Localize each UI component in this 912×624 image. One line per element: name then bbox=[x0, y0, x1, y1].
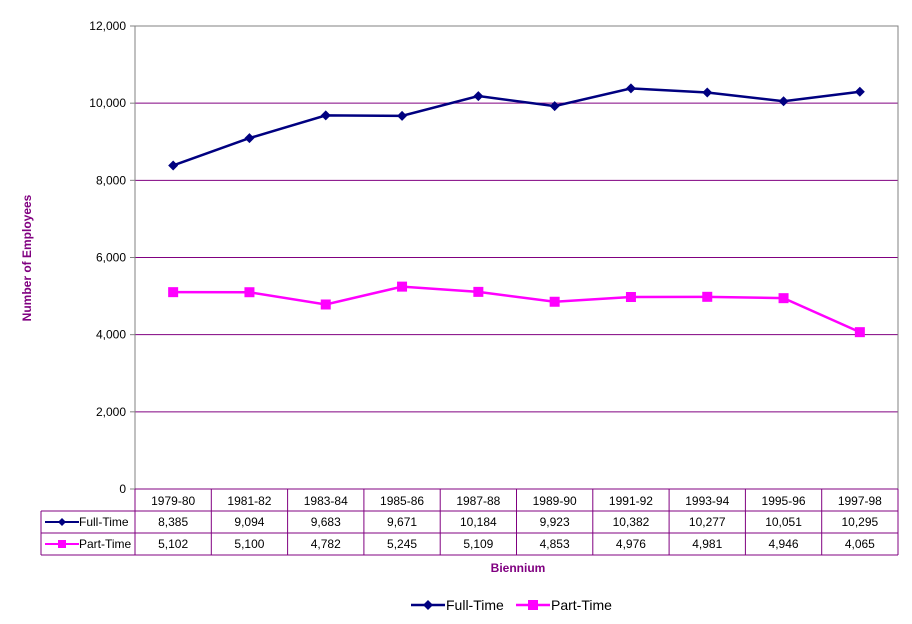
x-tick-label: 1993-94 bbox=[685, 494, 729, 508]
data-table-value: 5,102 bbox=[158, 537, 188, 551]
y-axis-title: Number of Employees bbox=[20, 194, 34, 321]
x-tick-label: 1983-84 bbox=[304, 494, 348, 508]
data-table-value: 8,385 bbox=[158, 515, 188, 529]
y-tick-label: 12,000 bbox=[89, 19, 126, 33]
full-time-point bbox=[244, 133, 255, 144]
legend-marker bbox=[528, 600, 538, 610]
y-tick-label: 6,000 bbox=[96, 251, 126, 265]
gridlines bbox=[130, 25, 898, 490]
data-table-value: 5,109 bbox=[463, 537, 493, 551]
row-header: Full-Time bbox=[79, 515, 129, 529]
y-tick-labels: 0 2,000 4,000 6,000 8,000 10,000 12,000 bbox=[89, 19, 126, 496]
y-tick-label: 0 bbox=[119, 482, 126, 496]
data-table-value: 9,671 bbox=[387, 515, 417, 529]
y-tick-label: 10,000 bbox=[89, 96, 126, 110]
y-tick-label: 4,000 bbox=[96, 328, 126, 342]
data-table-value: 4,065 bbox=[845, 537, 875, 551]
part-time-point bbox=[397, 281, 408, 292]
data-table-value: 10,184 bbox=[460, 515, 497, 529]
part-time-point bbox=[854, 327, 865, 338]
series-markers bbox=[168, 83, 865, 338]
data-table-value: 4,946 bbox=[769, 537, 799, 551]
x-tick-label: 1981-82 bbox=[227, 494, 271, 508]
data-table-value: 4,981 bbox=[692, 537, 722, 551]
y-tick-label: 8,000 bbox=[96, 173, 126, 187]
part-time-point bbox=[702, 291, 713, 302]
full-time-point bbox=[854, 86, 865, 97]
data-table: 1979-80 1981-82 1983-84 1985-86 1987-88 1989-… bbox=[40, 488, 899, 556]
x-tick-label: 1987-88 bbox=[456, 494, 500, 508]
part-time-point bbox=[244, 287, 255, 298]
full-time-point bbox=[549, 101, 560, 112]
part-time-point bbox=[473, 286, 484, 297]
data-table-value: 4,976 bbox=[616, 537, 646, 551]
data-table-value: 9,683 bbox=[311, 515, 341, 529]
part-time-point bbox=[168, 287, 179, 298]
series-lines bbox=[172, 87, 861, 334]
legend-label: Part-Time bbox=[551, 597, 612, 613]
legend-marker bbox=[423, 600, 433, 610]
full-time-point bbox=[320, 110, 331, 121]
data-table-value: 10,051 bbox=[765, 515, 802, 529]
data-table-value: 10,277 bbox=[689, 515, 726, 529]
series-line-part-time bbox=[173, 285, 861, 334]
part-time-point bbox=[320, 299, 331, 310]
x-tick-label: 1985-86 bbox=[380, 494, 424, 508]
row-header: Part-Time bbox=[79, 537, 132, 551]
part-time-point bbox=[778, 293, 789, 304]
data-table-value: 5,100 bbox=[234, 537, 264, 551]
full-time-point bbox=[778, 96, 789, 107]
y-tick-label: 2,000 bbox=[96, 405, 126, 419]
full-time-point bbox=[473, 91, 484, 102]
data-table-value: 9,094 bbox=[234, 515, 264, 529]
full-time-point bbox=[625, 83, 636, 94]
part-time-point bbox=[625, 292, 636, 303]
row-key-marker bbox=[58, 518, 66, 526]
data-table-value: 4,853 bbox=[540, 537, 570, 551]
data-table-value: 10,382 bbox=[613, 515, 650, 529]
series-line-full-time bbox=[172, 87, 861, 167]
x-tick-label: 1989-90 bbox=[533, 494, 577, 508]
legend: Full-Time Part-Time bbox=[411, 597, 612, 613]
full-time-point bbox=[702, 87, 713, 98]
data-table-value: 9,923 bbox=[540, 515, 570, 529]
data-table-value: 10,295 bbox=[841, 515, 878, 529]
row-key-marker bbox=[58, 540, 66, 548]
x-tick-label: 1991-92 bbox=[609, 494, 653, 508]
data-table-value: 4,782 bbox=[311, 537, 341, 551]
x-tick-label: 1979-80 bbox=[151, 494, 195, 508]
data-table-value: 5,245 bbox=[387, 537, 417, 551]
full-time-point bbox=[168, 160, 179, 171]
full-time-point bbox=[397, 110, 408, 121]
x-tick-label: 1997-98 bbox=[838, 494, 882, 508]
legend-label: Full-Time bbox=[446, 597, 504, 613]
x-tick-label: 1995-96 bbox=[762, 494, 806, 508]
x-axis-title: Biennium bbox=[491, 561, 546, 575]
part-time-point bbox=[549, 296, 560, 307]
